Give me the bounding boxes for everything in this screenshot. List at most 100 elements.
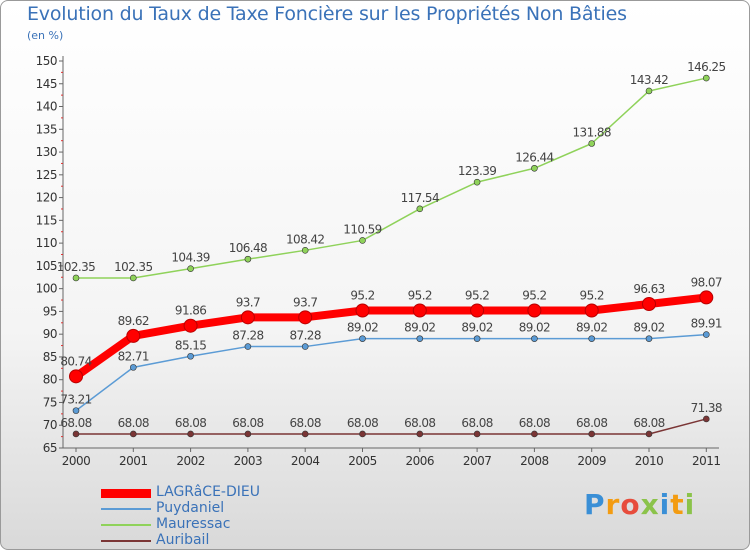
legend-label: Mauressac — [156, 516, 231, 532]
data-point — [584, 303, 599, 318]
data-label: 95.2 — [522, 289, 546, 303]
unit-label: (en %) — [27, 29, 64, 42]
data-point — [531, 335, 538, 342]
data-label: 89.02 — [404, 321, 435, 335]
data-label: 95.2 — [408, 289, 432, 303]
data-label: 87.28 — [232, 329, 263, 343]
data-point — [126, 328, 141, 343]
data-label: 131.88 — [573, 125, 611, 139]
data-label: 89.02 — [519, 321, 550, 335]
data-label: 89.02 — [633, 321, 664, 335]
y-tick-label: 125 — [36, 168, 57, 182]
data-label: 89.02 — [576, 321, 607, 335]
data-point — [702, 331, 710, 338]
y-tick-label: 140 — [36, 100, 57, 114]
data-point — [72, 407, 80, 414]
data-point — [702, 74, 710, 82]
data-point — [130, 430, 137, 438]
data-label: 87.28 — [290, 329, 321, 343]
data-point — [642, 296, 656, 311]
data-point — [183, 318, 198, 333]
y-tick-label: 95 — [43, 304, 57, 318]
data-label: 68.08 — [60, 416, 91, 430]
data-point — [187, 352, 194, 360]
legend-swatch — [101, 524, 151, 526]
data-label: 95.2 — [580, 289, 604, 303]
legend-label: Puydaniel — [156, 500, 225, 516]
data-label: 89.91 — [691, 317, 722, 331]
data-label: 68.08 — [576, 416, 607, 430]
data-point — [645, 87, 653, 95]
chart-title: Evolution du Taux de Taxe Foncière sur l… — [27, 3, 627, 25]
x-tick-label: 2000 — [62, 454, 91, 468]
y-tick-label: 80 — [43, 373, 57, 387]
data-point — [588, 335, 596, 342]
data-point — [72, 274, 80, 282]
data-label: 68.08 — [118, 416, 149, 430]
y-tick-label: 110 — [36, 236, 57, 250]
x-tick-label: 2004 — [291, 454, 320, 468]
data-point — [702, 415, 710, 423]
x-tick-label: 2001 — [119, 454, 148, 468]
data-label: 102.35 — [114, 260, 152, 274]
data-label: 104.39 — [171, 251, 209, 265]
data-point — [359, 237, 366, 244]
y-tick-label: 70 — [43, 418, 57, 432]
data-label: 89.02 — [347, 321, 378, 335]
series-line — [75, 77, 708, 279]
data-point — [416, 335, 424, 342]
x-tick-label: 2007 — [463, 454, 492, 468]
data-point — [298, 310, 313, 325]
legend-label: Auribail — [156, 532, 210, 548]
data-label: 82.71 — [118, 349, 149, 363]
data-label: 68.08 — [633, 416, 664, 430]
data-label: 98.07 — [691, 275, 722, 289]
data-label: 93.7 — [293, 295, 317, 309]
data-point — [69, 369, 83, 384]
proxiti-logo: Proxiti — [584, 488, 696, 521]
data-label: 126.44 — [515, 150, 553, 164]
data-label: 110.59 — [343, 222, 381, 236]
y-tick-label: 100 — [36, 282, 57, 296]
legend-swatch — [101, 488, 151, 498]
data-point — [416, 430, 424, 438]
series-line — [75, 418, 708, 435]
data-label: 106.48 — [229, 241, 267, 255]
data-point — [187, 265, 194, 272]
data-label: 93.7 — [236, 295, 260, 309]
x-tick-label: 2009 — [577, 454, 606, 468]
y-tick-label: 105 — [36, 259, 57, 273]
data-point — [130, 274, 137, 282]
y-tick-label: 65 — [43, 441, 57, 455]
data-point — [588, 140, 596, 147]
data-point — [244, 255, 252, 263]
data-label: 80.74 — [60, 354, 91, 368]
data-point — [359, 430, 366, 438]
y-tick-label: 90 — [43, 327, 57, 341]
data-point — [355, 303, 370, 318]
data-label: 68.08 — [519, 416, 550, 430]
series-line — [72, 293, 711, 381]
data-point — [473, 430, 481, 438]
data-point — [301, 430, 309, 438]
data-point — [240, 310, 255, 325]
data-point — [187, 430, 194, 438]
data-label: 91.86 — [175, 304, 206, 318]
y-tick-label: 150 — [36, 54, 57, 68]
data-label: 71.38 — [691, 401, 722, 415]
data-label: 68.08 — [232, 416, 263, 430]
data-label: 73.21 — [60, 393, 91, 407]
data-point — [72, 430, 80, 438]
data-label: 108.42 — [286, 232, 324, 246]
data-point — [244, 430, 252, 438]
data-point — [359, 335, 366, 342]
data-point — [130, 364, 137, 371]
data-label: 85.15 — [175, 338, 206, 352]
data-point — [473, 335, 481, 342]
data-label: 95.2 — [465, 289, 489, 303]
data-label: 68.08 — [175, 416, 206, 430]
data-label: 143.42 — [630, 73, 668, 87]
data-label: 89.02 — [461, 321, 492, 335]
